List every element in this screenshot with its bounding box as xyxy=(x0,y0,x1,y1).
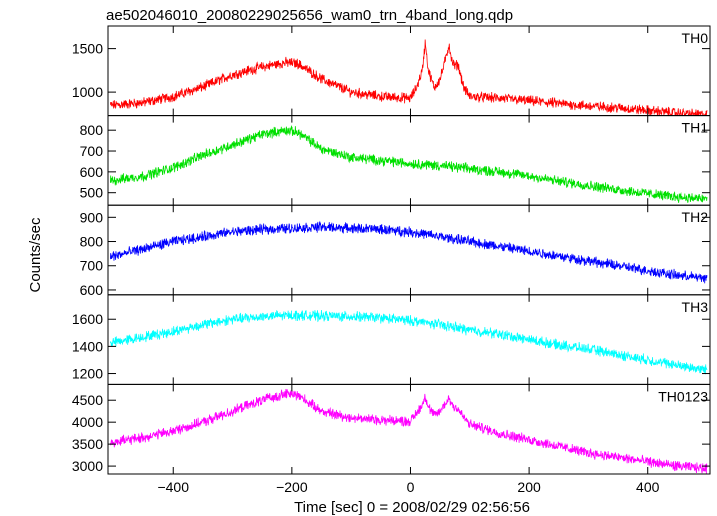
series-line-th2 xyxy=(109,220,708,284)
y-axis-label: Counts/sec xyxy=(27,217,44,293)
y-tick-label: 3000 xyxy=(72,458,103,474)
panel-frame xyxy=(107,294,711,385)
y-tick-label: 1500 xyxy=(72,41,103,57)
panel-frame xyxy=(107,204,711,296)
y-tick-label: 500 xyxy=(80,185,104,201)
y-tick-label: 900 xyxy=(80,209,104,225)
panel-th0: 1000 1500 TH0 xyxy=(72,25,711,117)
y-tick-label: 800 xyxy=(80,122,104,138)
panel-th0123: 3000 3500 4000 4500 TH0123 −400 −200 0 200 400 xyxy=(72,383,711,495)
y-tick-label: 1200 xyxy=(72,366,103,382)
y-tick-label: 1600 xyxy=(72,311,103,327)
y-tick-label: 1000 xyxy=(72,84,103,100)
series-label: TH1 xyxy=(682,120,709,136)
panel-th1: 500 600 700 800 TH1 xyxy=(80,115,711,206)
y-tick-label: 4000 xyxy=(72,414,103,430)
series-line-th3 xyxy=(109,309,708,375)
y-tick-label: 4500 xyxy=(72,392,103,408)
y-tick-label: 1400 xyxy=(72,338,103,354)
series-label: TH3 xyxy=(682,299,709,315)
chart-title: ae502046010_20080229025656_wam0_trn_4ban… xyxy=(106,7,513,24)
series-label: TH0123 xyxy=(658,388,708,404)
x-tick-label: −200 xyxy=(276,479,308,495)
series-label: TH2 xyxy=(682,209,709,225)
series-line-th0123 xyxy=(109,388,708,474)
x-tick-label: 200 xyxy=(517,479,541,495)
x-tick-label: 400 xyxy=(636,479,660,495)
y-tick-label: 700 xyxy=(80,143,104,159)
y-tick-label: 3500 xyxy=(72,436,103,452)
chart-panels: 1000 1500 TH0 500 600 700 800 TH1 600 700 800 900 TH… xyxy=(72,25,711,495)
y-tick-label: 600 xyxy=(80,282,104,298)
y-tick-label: 600 xyxy=(80,164,104,180)
panel-frame xyxy=(107,25,711,117)
panel-frame xyxy=(107,383,711,475)
y-tick-label: 800 xyxy=(80,234,104,250)
series-label: TH0 xyxy=(682,30,709,46)
panel-frame xyxy=(107,115,711,206)
panel-th3: 1200 1400 1600 TH3 xyxy=(72,294,711,385)
x-tick-label: 0 xyxy=(407,479,415,495)
panel-th2: 600 700 800 900 TH2 xyxy=(80,204,711,298)
x-tick-label: −400 xyxy=(157,479,189,495)
series-line-th1 xyxy=(109,125,708,204)
x-axis-label: Time [sec] 0 = 2008/02/29 02:56:56 xyxy=(294,499,530,516)
series-line-th0 xyxy=(109,39,708,116)
y-tick-label: 700 xyxy=(80,258,104,274)
